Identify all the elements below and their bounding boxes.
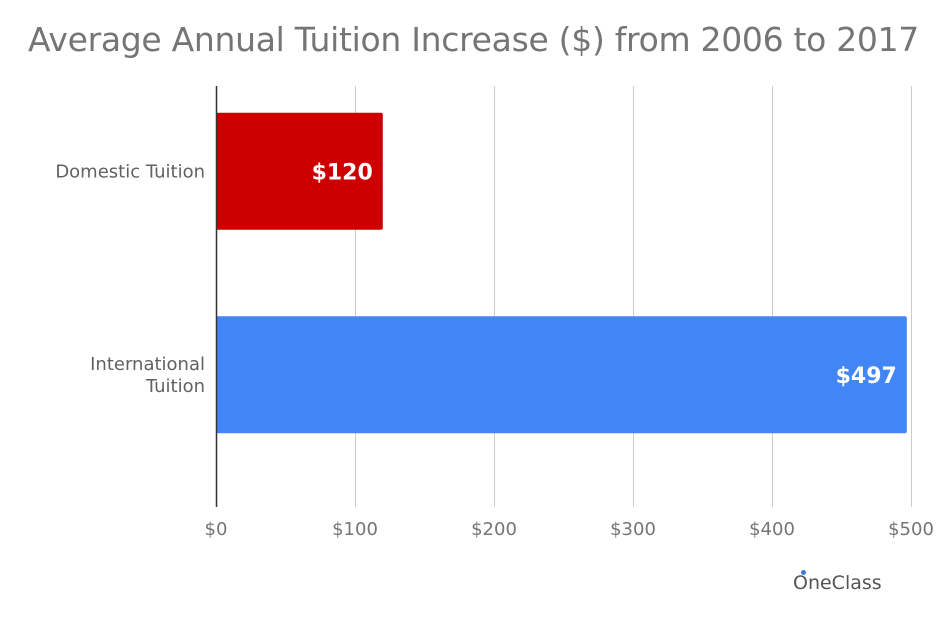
bar (216, 316, 907, 434)
x-tick-label: $200 (471, 519, 517, 540)
x-tick-label: $100 (332, 519, 378, 540)
x-tick-label: $400 (749, 519, 795, 540)
data-label: $120 (312, 160, 373, 185)
x-tick-label: $500 (888, 519, 934, 540)
x-tick-label: $300 (610, 519, 656, 540)
chart-title: Average Annual Tuition Increase ($) from… (28, 20, 919, 59)
x-tick-label: $0 (205, 519, 228, 540)
category-label: Domestic Tuition (55, 161, 205, 182)
data-label: $497 (836, 364, 897, 389)
oneclass-watermark: OneClass (793, 572, 882, 594)
category-label: Tuition (145, 376, 205, 397)
category-label: International (90, 354, 205, 375)
labels: $0 $100 $200 $300 $400 $500 $120 Domestic Tuiti… (55, 160, 934, 540)
gridlines (355, 86, 912, 507)
bar (216, 112, 383, 230)
bars (216, 112, 907, 434)
oneclass-logo-dot-icon (801, 570, 806, 575)
